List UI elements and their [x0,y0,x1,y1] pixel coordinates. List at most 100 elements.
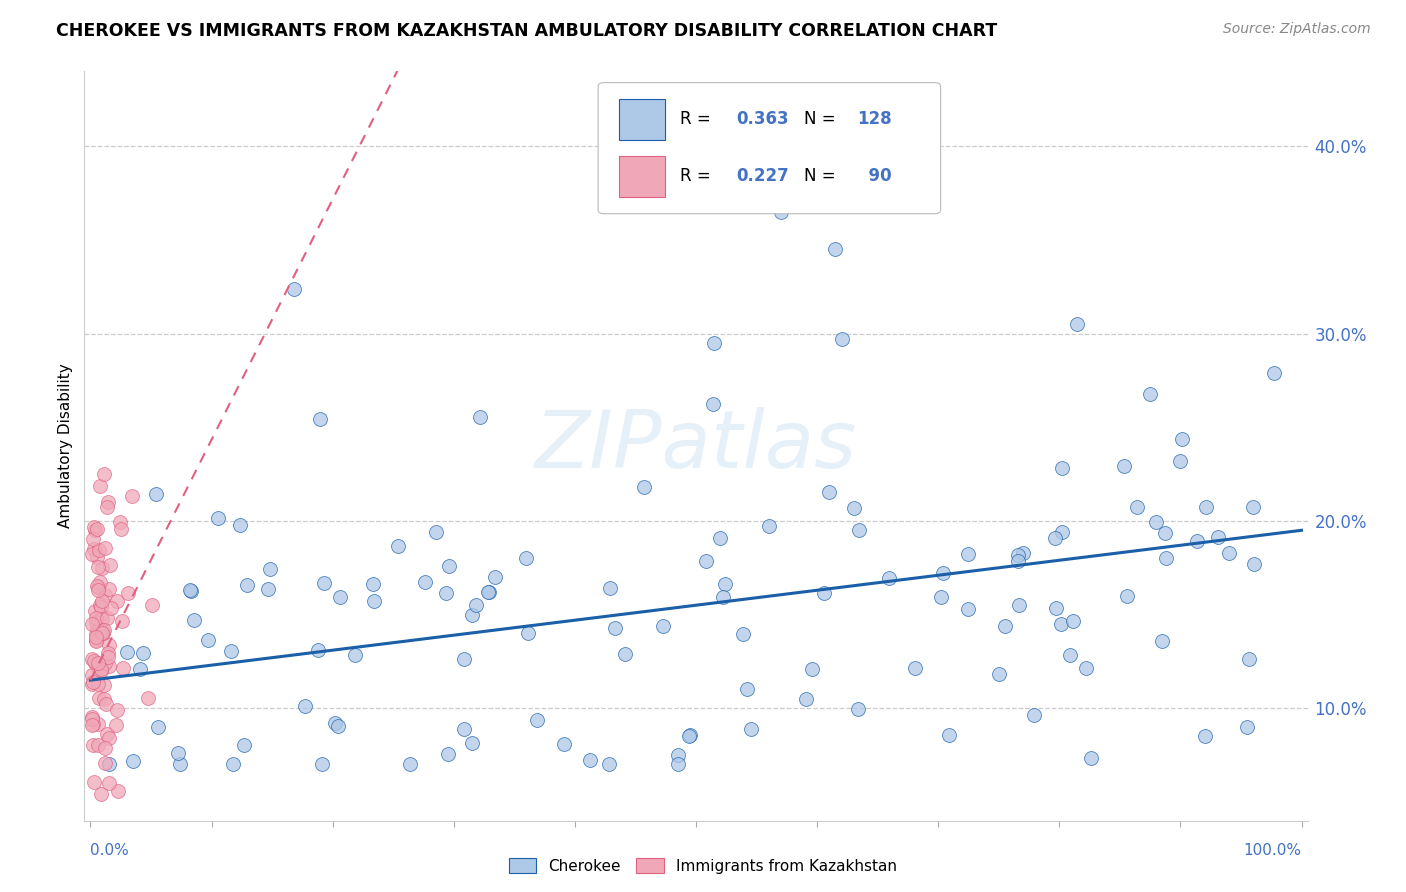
Point [938,728,960,742]
Point [183,613,205,627]
Point [1126,500,1149,514]
Point [678,730,700,744]
Point [87,690,110,705]
Point [93,623,115,637]
Bar [619,156,665,197]
Point [107,784,129,798]
Point [219,643,242,657]
Point [105,703,128,717]
Point [84,634,107,648]
Point [83,775,105,789]
Point [794,692,817,706]
Point [311,757,333,772]
Point [1050,461,1073,475]
Point [87,739,110,753]
Point [82,710,104,724]
Point [84,615,107,629]
Point [89,479,111,493]
Point [93,692,115,706]
Point [87,542,110,557]
Point [84,604,107,618]
Point [229,517,252,532]
Legend: Cherokee, Immigrants from Kazakhstan: Cherokee, Immigrants from Kazakhstan [503,852,903,880]
Point [82,677,104,691]
Point [1007,554,1029,568]
Point [96,650,118,665]
Point [666,747,689,762]
Point [1008,599,1031,613]
Point [1206,530,1229,544]
Point [82,738,104,752]
Point [97,647,120,661]
Point [439,559,461,574]
Point [1062,615,1084,629]
Point [132,646,155,660]
Point [1043,532,1066,546]
Text: 100.0%: 100.0% [1243,843,1302,858]
Point [105,594,128,608]
Point [80,651,103,665]
Point [994,619,1017,633]
Point [97,495,120,509]
Point [294,698,316,713]
Point [111,660,134,674]
Point [110,522,132,536]
Point [94,741,117,756]
Point [80,616,103,631]
Point [307,643,329,657]
Point [711,590,734,604]
Point [87,622,110,636]
Point [1007,549,1029,563]
Text: R =: R = [681,168,716,186]
Point [93,678,115,692]
Point [90,788,112,802]
Point [988,666,1011,681]
Point [89,574,111,589]
Point [86,624,108,638]
Point [517,625,540,640]
Point [1185,533,1208,548]
Point [312,575,335,590]
Point [703,336,725,351]
Point [387,540,409,554]
Point [1153,526,1175,541]
Point [844,500,866,515]
Point [1168,454,1191,468]
Point [145,487,167,501]
Point [477,584,499,599]
Point [1194,730,1216,744]
Point [846,701,869,715]
Point [1011,546,1033,560]
Point [877,571,900,585]
Point [831,332,853,346]
Point [84,633,107,648]
Point [932,566,955,580]
Point [179,583,201,598]
Point [553,737,575,751]
Point [848,523,870,537]
Point [425,525,447,540]
Point [413,574,436,589]
Point [824,243,846,257]
Point [90,662,112,676]
Point [758,519,780,533]
Point [96,698,118,712]
Point [87,661,110,675]
Point [96,726,118,740]
Point [1045,601,1067,615]
Point [80,548,103,562]
Point [91,625,114,640]
Point [98,756,121,771]
Point [90,664,112,678]
Point [1237,652,1260,666]
Point [1241,500,1264,514]
Point [98,776,121,790]
Point [679,728,702,742]
Point [323,715,346,730]
Text: N =: N = [804,111,841,128]
Point [82,717,104,731]
Point [83,654,105,668]
Point [714,577,737,591]
Point [86,622,108,636]
Point [328,719,350,733]
